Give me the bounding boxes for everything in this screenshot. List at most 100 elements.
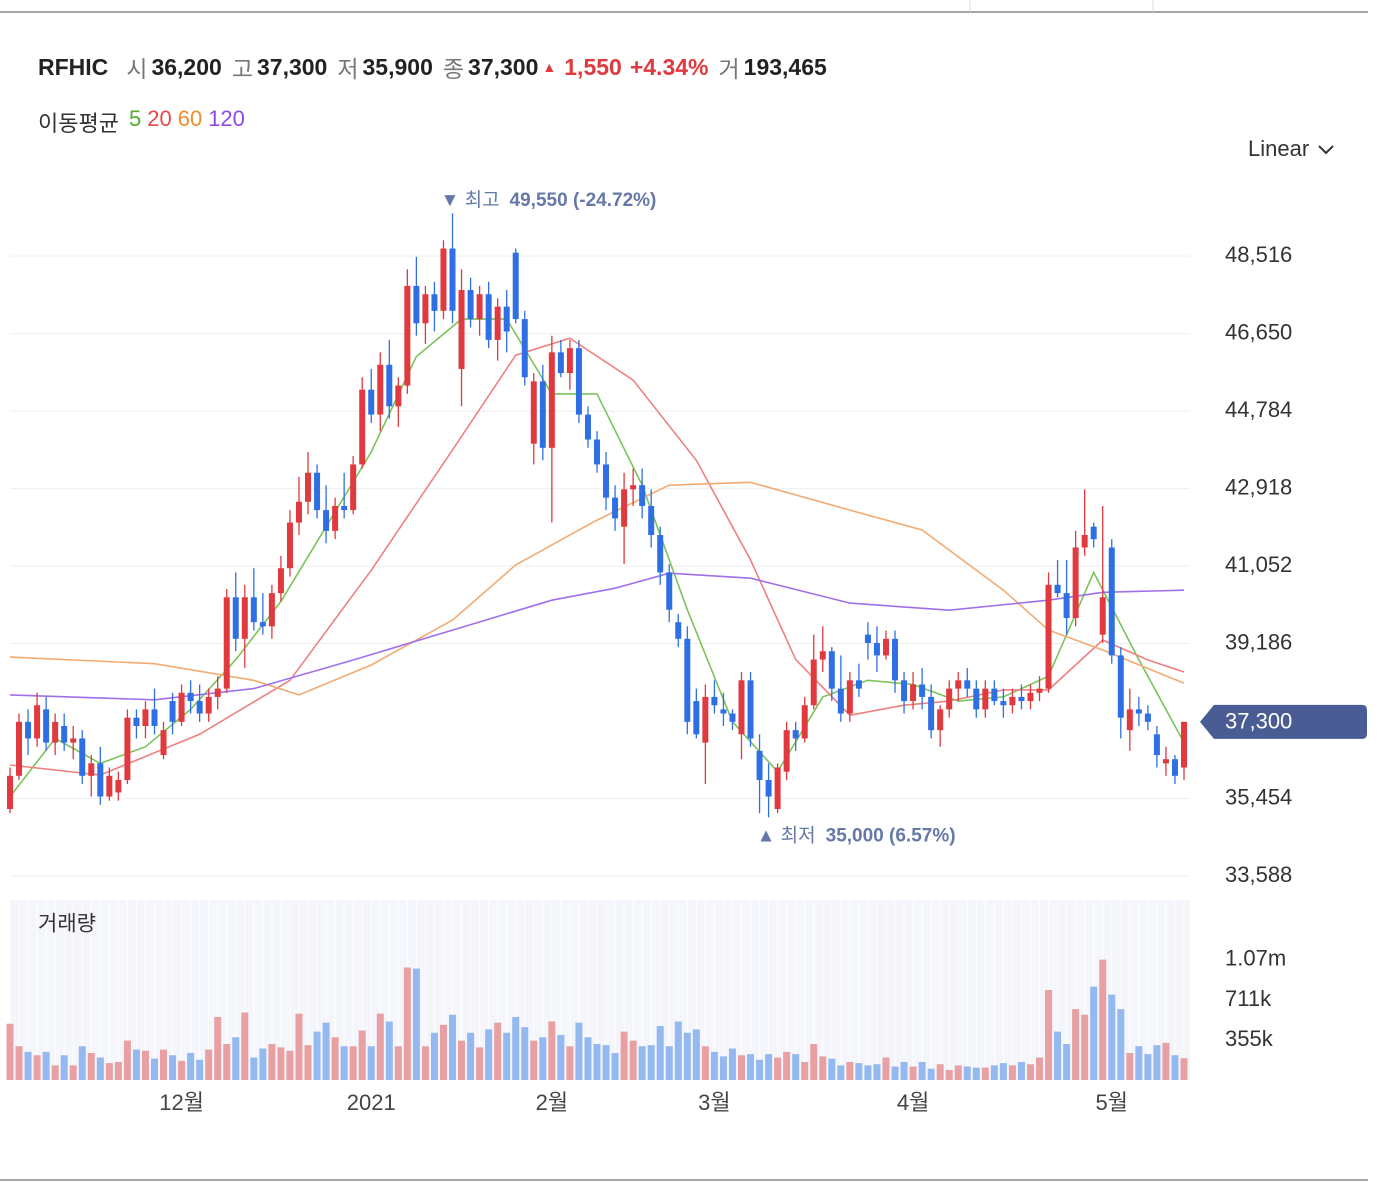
volume-bar	[78, 1046, 86, 1080]
volume-bar	[737, 1055, 745, 1080]
volume-bar	[141, 1050, 149, 1080]
candle-body	[232, 597, 239, 639]
volume-bar	[503, 1032, 511, 1080]
candle-body	[286, 522, 293, 569]
close-label: 종	[442, 56, 465, 82]
volume-bar	[792, 1054, 800, 1080]
candle-body	[729, 713, 736, 722]
volume-bar	[196, 1059, 204, 1080]
volume-bar	[909, 1066, 917, 1080]
candle-body	[937, 709, 944, 731]
volume-bar	[1090, 986, 1098, 1080]
volume-bar	[385, 1021, 393, 1080]
candle-body	[25, 721, 32, 739]
volume-bar	[150, 1058, 158, 1080]
x-tick-label: 5월	[1096, 1090, 1128, 1115]
candle-body	[305, 472, 312, 502]
quote-header: RFHIC 시 36,200 고 37,300 저 35,900 종 37,300 ▲ …	[38, 50, 837, 84]
x-tick-label: 12월	[159, 1090, 204, 1115]
candle-body	[458, 290, 465, 369]
scale-menu[interactable]: Linear	[1248, 136, 1335, 162]
ma-legend-entry: 5	[128, 106, 142, 131]
candle-body	[855, 680, 862, 689]
volume-bar	[747, 1054, 755, 1080]
candle-body	[16, 721, 23, 776]
candle-body	[1018, 696, 1025, 702]
volume-bar	[891, 1066, 899, 1080]
ma-legend-entry: 120	[208, 106, 245, 131]
candle-body	[1081, 535, 1088, 548]
volume-bar	[593, 1044, 601, 1080]
volume-bar	[1144, 1054, 1152, 1080]
candle-body	[386, 364, 393, 407]
candle-body	[666, 572, 673, 610]
candle-body	[539, 381, 546, 448]
annotation-high: ▼ 최고 49,550 (-24.72%)	[441, 189, 657, 211]
candle-body	[115, 779, 122, 793]
volume-bar	[96, 1057, 104, 1080]
volume-bar	[349, 1046, 357, 1080]
candle-body	[530, 381, 537, 444]
candle-body	[810, 659, 817, 706]
volume-bar	[575, 1022, 583, 1080]
volume-bar	[602, 1045, 610, 1080]
candle-body	[1063, 593, 1070, 619]
candle-body	[1117, 655, 1124, 718]
candle-body	[476, 294, 483, 320]
volume-bar	[105, 1063, 113, 1080]
candle-body	[702, 696, 709, 743]
candle-body	[187, 692, 194, 702]
volume-bar	[214, 1017, 222, 1080]
high-value: 37,300	[256, 53, 328, 80]
candle-body	[819, 651, 826, 660]
candle-body	[901, 680, 908, 702]
volume-bar	[1017, 1062, 1025, 1080]
y-tick-label: 48,516	[1225, 242, 1292, 267]
candle-body	[873, 642, 880, 656]
candle-body	[548, 352, 555, 448]
volume-bar	[458, 1040, 466, 1080]
volume-bar	[837, 1065, 845, 1080]
candle-body	[88, 763, 95, 776]
candle-body	[268, 593, 275, 627]
candle-body	[503, 306, 510, 332]
volume-bar	[819, 1056, 827, 1080]
ma-legend: 이동평균 5 20 60 120	[38, 106, 245, 138]
volume-bar	[855, 1063, 863, 1080]
candle-body	[160, 730, 167, 756]
candle-body	[639, 485, 646, 506]
candle-body	[295, 501, 302, 523]
candle-body	[765, 779, 772, 797]
volume-bar	[1180, 1058, 1188, 1080]
candle-body	[738, 680, 745, 735]
change-pct: +4.34%	[629, 53, 709, 80]
candle-body	[693, 701, 700, 735]
volume-bar	[945, 1069, 953, 1080]
volume-bar	[990, 1065, 998, 1080]
volume-bar	[801, 1062, 809, 1080]
candle-body	[575, 348, 582, 415]
x-tick-label: 2월	[536, 1090, 568, 1115]
volume-bar	[674, 1021, 682, 1080]
volume-bar	[638, 1046, 646, 1080]
scale-menu-label[interactable]: Linear	[1248, 136, 1310, 161]
ma-line	[9, 572, 1185, 701]
volume-bar	[548, 1021, 556, 1080]
volume-bar	[169, 1055, 177, 1080]
volume-bar	[512, 1017, 520, 1080]
labels: 48,516 46,650 44,784 42,918 41,052 39,186 35,4…	[159, 189, 1367, 1115]
candle-body	[142, 709, 149, 726]
candle-body	[1126, 709, 1133, 731]
candle-body	[928, 696, 935, 731]
volume-bar	[1126, 1053, 1134, 1080]
volume-bar	[873, 1064, 881, 1080]
candle-body	[223, 597, 230, 689]
volume-bar	[494, 1022, 502, 1080]
candle-body	[964, 680, 971, 689]
candle-body	[946, 688, 953, 710]
candle-body	[828, 651, 835, 689]
chevron[interactable]	[1317, 143, 1335, 155]
annotation-low: ▲ 최저 35,000 (6.57%)	[757, 824, 956, 846]
volume-bar	[87, 1053, 95, 1080]
candle-body	[106, 775, 113, 797]
